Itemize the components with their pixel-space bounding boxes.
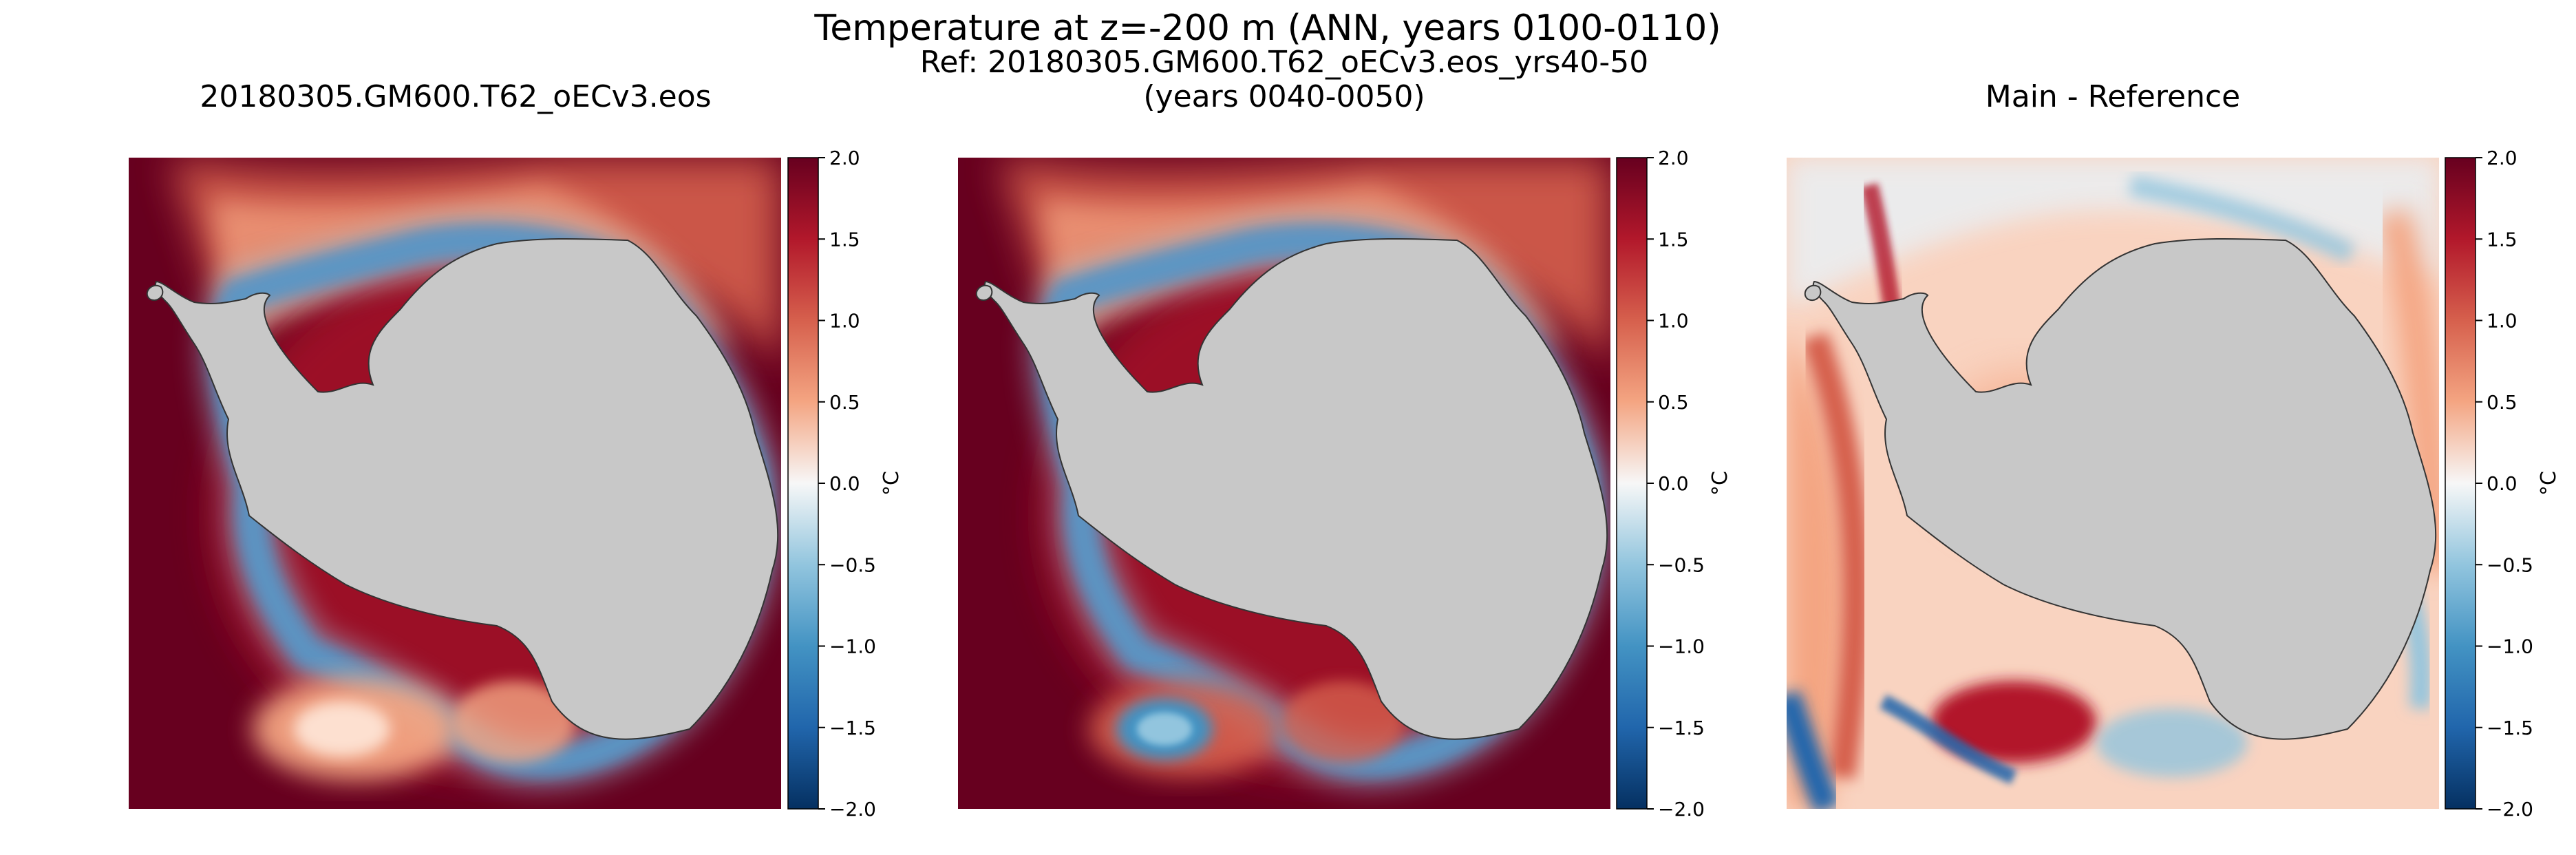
panel-difference-colorbar: −2.0 −1.5 −1.0 −0.5 0.0 0.5 1.0 1.5 2.0 °C xyxy=(2445,147,2561,821)
figure-suptitle: Temperature at z=-200 m (ANN, years 0100… xyxy=(813,8,1721,49)
panel-main-map xyxy=(129,158,781,809)
colorbar-tick-label: 2.0 xyxy=(829,147,860,169)
colorbar-tick-label: 1.0 xyxy=(1658,310,1689,332)
colorbar-tick-label: 2.0 xyxy=(1658,147,1689,169)
colorbar-tick-label: 1.0 xyxy=(2487,310,2518,332)
colorbar-tick-label: −1.0 xyxy=(1658,635,1705,658)
colorbar-tick-label: −1.5 xyxy=(2487,717,2533,739)
panel-reference-land xyxy=(975,237,1608,740)
panel-reference-subtitle: (years 0040-0050) xyxy=(1143,79,1425,114)
panel-main-colorbar-label: °C xyxy=(880,471,904,496)
panel-main-title: 20180305.GM600.T62_oECv3.eos xyxy=(200,79,711,114)
panel-main: 20180305.GM600.T62_oECv3.eos xyxy=(129,79,904,821)
colorbar-tick-label: −1.5 xyxy=(1658,717,1705,739)
colorbar-tick-label: 1.5 xyxy=(1658,228,1689,251)
colorbar-tick-label: 0.5 xyxy=(829,391,860,414)
colorbar-tick-label: −0.5 xyxy=(1658,553,1705,576)
colorbar-tick-label: −0.5 xyxy=(829,553,876,576)
colorbar-tick-label: −1.0 xyxy=(829,635,876,658)
panel-difference-land xyxy=(1804,237,2437,740)
panel-reference: Ref: 20180305.GM600.T62_oECv3.eos_yrs40-… xyxy=(920,45,1732,821)
panel-reference-map xyxy=(958,158,1610,809)
colorbar-tick-label: −2.0 xyxy=(2487,798,2533,821)
panel-reference-title: Ref: 20180305.GM600.T62_oECv3.eos_yrs40-… xyxy=(920,45,1649,80)
colorbar-tick-label: 0.0 xyxy=(2487,472,2518,495)
colorbar-tick-label: 2.0 xyxy=(2487,147,2518,169)
panel-main-land xyxy=(146,237,779,740)
colorbar-tick-label: −2.0 xyxy=(829,798,876,821)
colorbar-tick-label: 1.5 xyxy=(829,228,860,251)
panel-reference-colorbar: −2.0 −1.5 −1.0 −0.5 0.0 0.5 1.0 1.5 2.0 °C xyxy=(1616,147,1732,821)
colorbar-tick-label: −1.5 xyxy=(829,717,876,739)
colorbar-tick-label: −2.0 xyxy=(1658,798,1705,821)
panel-reference-colorbar-label: °C xyxy=(1708,471,1732,496)
panel-difference-map xyxy=(1787,158,2439,809)
panel-difference-title: Main - Reference xyxy=(1986,79,2240,114)
colorbar-tick-label: −1.0 xyxy=(2487,635,2533,658)
colorbar-tick-label: −0.5 xyxy=(2487,553,2533,576)
colorbar-tick-label: 1.5 xyxy=(2487,228,2518,251)
colorbar-tick-label: 0.0 xyxy=(829,472,860,495)
colorbar-tick-label: 0.5 xyxy=(2487,391,2518,414)
colorbar-tick-label: 0.5 xyxy=(1658,391,1689,414)
colorbar-tick-label: 1.0 xyxy=(829,310,860,332)
panel-main-colorbar: −2.0 −1.5 −1.0 −0.5 0.0 0.5 1.0 1.5 2.0 °C xyxy=(787,147,904,821)
panel-difference-colorbar-label: °C xyxy=(2537,471,2561,496)
panel-difference: Main - Reference xyxy=(1787,79,2561,821)
colorbar-tick-label: 0.0 xyxy=(1658,472,1689,495)
